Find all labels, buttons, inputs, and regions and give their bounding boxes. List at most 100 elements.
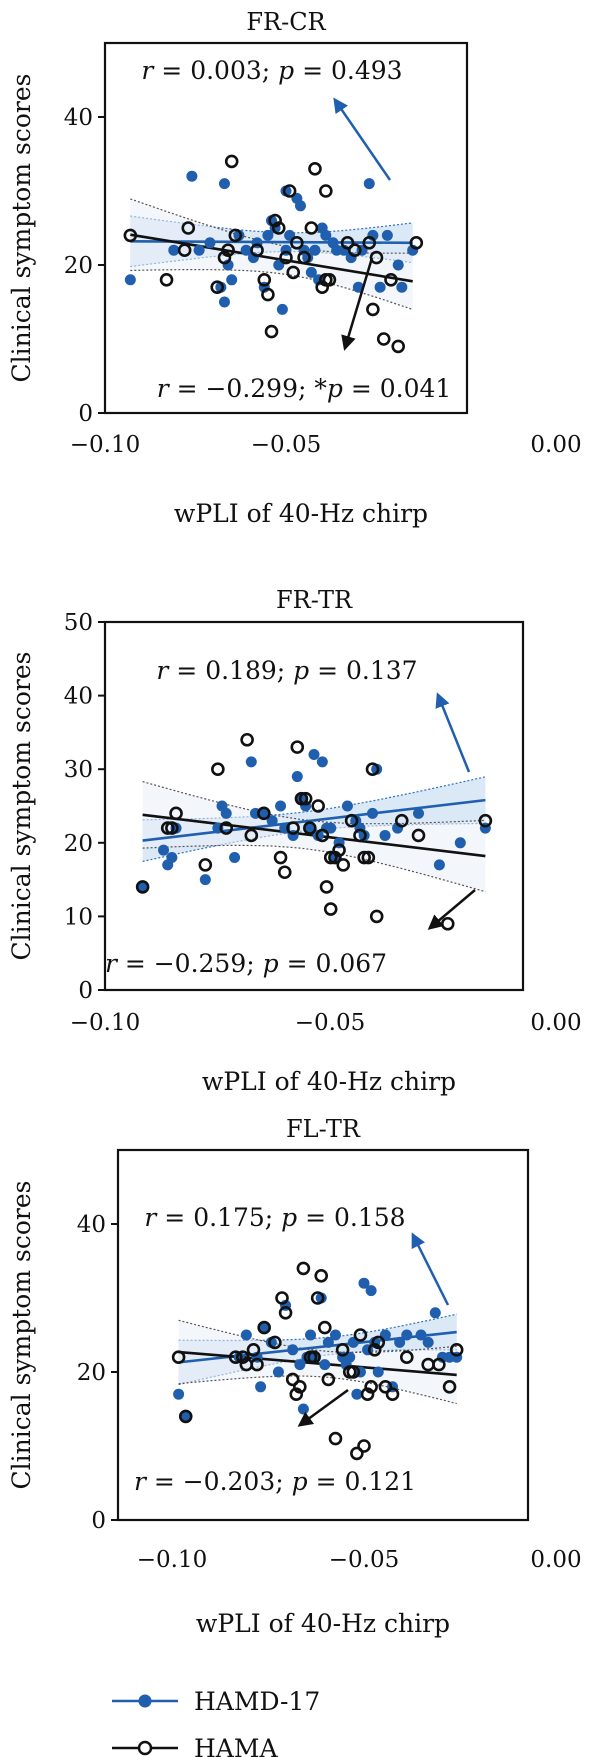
data-point-hamd <box>275 800 287 812</box>
x-tick-label: 0.00 <box>530 432 581 458</box>
plot-frame <box>116 1148 530 1522</box>
data-point-hama <box>449 1343 464 1357</box>
data-point-hama <box>317 1320 332 1335</box>
data-point-hamd <box>199 874 211 886</box>
data-point-hamd <box>341 800 353 812</box>
data-point-hama <box>303 821 317 835</box>
data-point-hamd <box>265 1336 277 1348</box>
data-point-hamd <box>218 178 230 190</box>
x-axis-label: wPLI of 40-Hz chirp <box>174 499 428 528</box>
data-point-hamd <box>220 807 232 819</box>
chart-panel-fr-tr: FR-TR 0 10 20 30 40 50 −0.10 −0.05 0.00 wPLI of 40… <box>7 586 582 1096</box>
data-point-hamd <box>276 303 288 315</box>
data-point-hamd <box>186 170 198 182</box>
y-tick-label: 10 <box>64 904 93 930</box>
data-point-hamd <box>266 815 278 827</box>
data-point-hama <box>277 865 292 880</box>
data-point-hama <box>314 1269 329 1283</box>
data-point-hamd <box>381 229 393 241</box>
data-point-hama <box>257 806 271 821</box>
data-point-hama <box>353 1328 368 1342</box>
data-point-hamd <box>433 859 445 871</box>
data-point-hama <box>228 1350 243 1364</box>
data-point-hamd <box>413 807 424 819</box>
data-point-hama <box>378 1380 393 1394</box>
data-point-hamd <box>166 852 178 864</box>
data-point-hama <box>391 339 406 354</box>
data-point-hamd <box>173 1388 185 1400</box>
data-point-hama <box>268 213 282 228</box>
y-tick-label: 20 <box>64 831 93 857</box>
data-point-hama <box>278 1306 293 1320</box>
legend-entry-hamd: HAMD-17 <box>112 1687 320 1716</box>
arrow-hama <box>297 1388 349 1427</box>
data-point-hamd <box>305 266 317 278</box>
confidence-upper-hamd <box>178 1313 457 1342</box>
data-point-hama <box>332 843 346 857</box>
y-axis-label: Clinical symptom scores <box>7 652 36 961</box>
data-point-hama <box>290 236 304 250</box>
data-point-hamd <box>258 1322 270 1334</box>
x-axis-label: wPLI of 40-Hz chirp <box>202 1067 456 1096</box>
data-point-hamd <box>394 1336 406 1348</box>
data-point-hamd <box>422 1336 434 1348</box>
data-point-hamd <box>358 829 370 841</box>
confidence-lower-hama <box>142 844 486 893</box>
data-point-hamd <box>325 822 337 834</box>
data-point-hama <box>308 162 322 176</box>
data-point-hama <box>244 828 259 843</box>
data-point-hama <box>178 1409 193 1424</box>
y-tick-label: 30 <box>64 757 93 783</box>
legend-marker-hamd <box>138 1694 152 1708</box>
data-point-hama <box>369 909 384 924</box>
stat-annotation-hama: r = −0.299; *p = 0.041 <box>157 374 452 403</box>
fit-line-hama <box>178 1350 457 1377</box>
data-point-hama <box>286 821 300 835</box>
data-point-hama <box>282 184 297 198</box>
y-tick-label: 20 <box>64 253 93 279</box>
plot-frame <box>103 41 469 415</box>
y-tick-label: 20 <box>77 1360 106 1386</box>
x-axis-label: wPLI of 40-Hz chirp <box>196 1609 450 1638</box>
plot-frame <box>103 620 525 992</box>
data-point-hama <box>346 1365 361 1379</box>
arrow-hama <box>341 257 374 351</box>
data-point-hamd <box>396 281 408 293</box>
data-point-hama <box>319 880 334 894</box>
chart-panel-fr-cr: FR-CR 0 20 40 −0.10 −0.05 0.00 wPLI of 40-Hz ch… <box>7 8 582 528</box>
confidence-lower-hama <box>178 1375 457 1405</box>
data-point-hamd <box>218 296 230 308</box>
data-point-hamd <box>294 200 306 212</box>
data-point-hama <box>228 228 243 243</box>
data-point-hama <box>344 813 359 828</box>
data-point-hama <box>411 828 426 843</box>
data-point-hama <box>273 850 288 865</box>
data-point-hama <box>250 243 264 257</box>
data-point-hama <box>376 332 391 346</box>
data-point-hama <box>304 221 319 235</box>
data-point-hama <box>211 762 225 777</box>
data-point-hama <box>264 324 279 339</box>
data-point-hamd <box>401 1329 413 1341</box>
data-point-hamd <box>193 244 205 256</box>
data-point-hamd <box>240 1329 252 1341</box>
data-point-hama <box>293 1380 307 1394</box>
y-tick-label: 40 <box>64 105 93 131</box>
data-point-hama <box>294 791 309 806</box>
data-point-hama <box>286 265 301 280</box>
data-point-hama <box>221 243 235 257</box>
data-point-hama <box>440 916 455 931</box>
data-point-hamd <box>454 837 466 849</box>
data-point-hamd <box>272 1366 284 1378</box>
data-point-hamd <box>180 1410 192 1422</box>
data-point-hamd <box>124 274 136 286</box>
data-point-hamd <box>367 807 379 819</box>
stat-annotation-hamd: r = 0.175; p = 0.158 <box>144 1203 405 1232</box>
data-point-hama <box>279 250 293 265</box>
y-axis-label: Clinical symptom scores <box>7 1181 36 1490</box>
data-point-hama <box>290 740 305 754</box>
y-tick-label: 40 <box>64 684 93 710</box>
data-point-hama <box>371 1335 386 1350</box>
chart-panel-fl-tr: FL-TR 0 20 40 −0.10 −0.05 0.00 wPLI of 40-Hz ch… <box>7 1115 582 1638</box>
data-point-hamd <box>363 178 375 190</box>
